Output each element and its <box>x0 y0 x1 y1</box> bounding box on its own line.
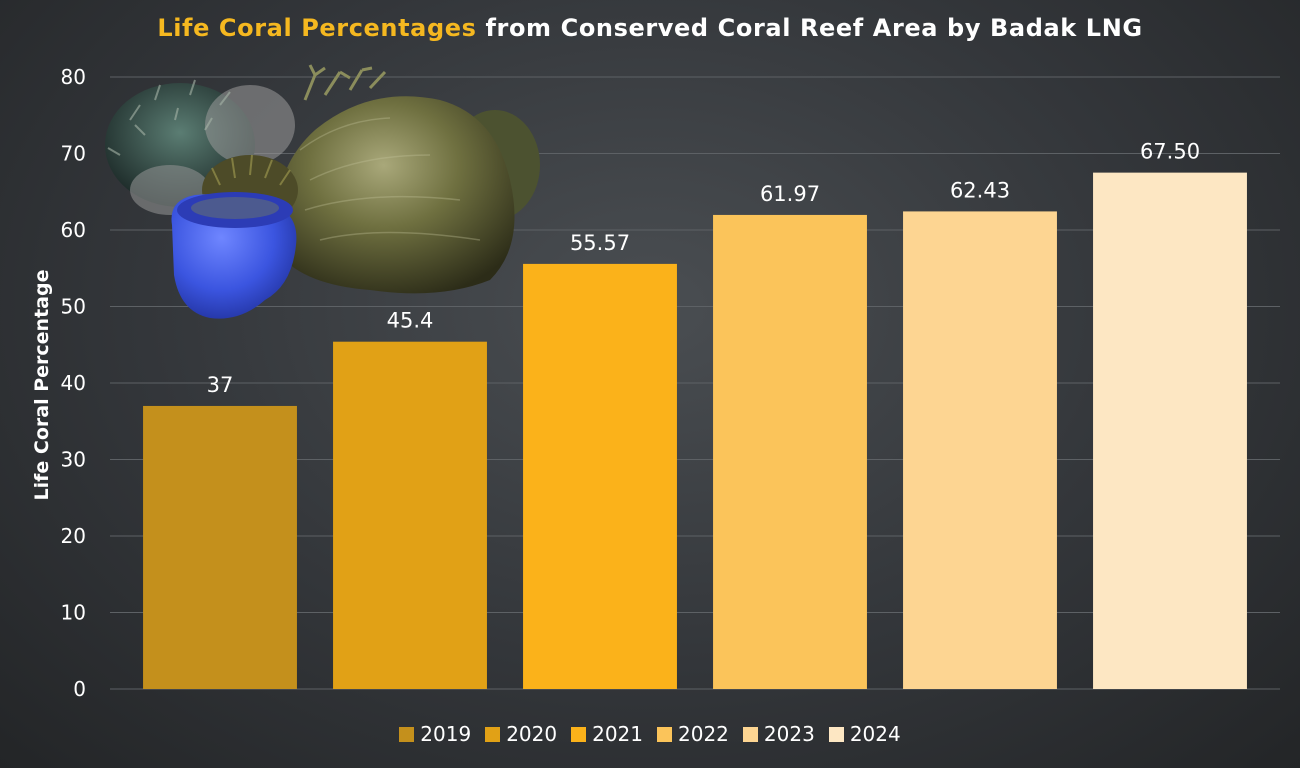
staghorn-coral <box>303 64 387 101</box>
brain-coral <box>276 96 540 294</box>
legend: 2019 2020 2021 2022 2023 2024 <box>0 722 1300 746</box>
chart-title-highlight: Life Coral Percentages <box>157 14 477 42</box>
data-label-2023: 62.43 <box>950 178 1010 202</box>
legend-label: 2020 <box>506 722 558 746</box>
legend-label: 2019 <box>420 722 472 746</box>
bar-2024 <box>1093 172 1247 689</box>
bar-2020 <box>333 341 487 689</box>
legend-swatch <box>657 726 672 742</box>
legend-item-2020: 2020 <box>485 722 557 746</box>
legend-swatch <box>399 726 415 742</box>
bar-2021 <box>523 263 677 689</box>
data-label-2020: 45.4 <box>387 309 434 333</box>
y-tick-label: 40 <box>61 371 86 395</box>
bars <box>143 172 1247 689</box>
coral-illustration <box>105 64 540 319</box>
legend-item-2019: 2019 <box>399 722 471 746</box>
legend-label: 2022 <box>678 722 729 746</box>
legend-swatch <box>485 726 501 742</box>
legend-item-2021: 2021 <box>571 722 643 746</box>
legend-label: 2021 <box>592 722 643 746</box>
y-tick-label: 80 <box>61 65 86 89</box>
legend-label: 2024 <box>849 722 901 746</box>
blue-cup-coral <box>171 192 297 319</box>
y-axis-ticks: 0 10 20 30 40 50 60 70 80 <box>61 65 86 701</box>
y-tick-label: 0 <box>73 677 86 701</box>
legend-swatch <box>828 726 844 742</box>
legend-item-2024: 2024 <box>828 722 901 746</box>
data-labels: 37 45.4 55.57 61.97 62.43 67.50 <box>207 140 1200 397</box>
y-tick-label: 10 <box>61 601 86 625</box>
chart-title-rest: from Conserved Coral Reef Area by Badak … <box>476 14 1143 42</box>
y-tick-label: 70 <box>61 142 86 166</box>
legend-item-2023: 2023 <box>742 722 815 746</box>
legend-label: 2023 <box>763 722 815 746</box>
data-label-2022: 61.97 <box>760 182 820 206</box>
data-label-2024: 67.50 <box>1140 140 1200 164</box>
y-tick-label: 50 <box>61 295 86 319</box>
chart-title: Life Coral Percentages from Conserved Co… <box>0 14 1300 42</box>
data-label-2019: 37 <box>207 373 234 397</box>
bar-2023 <box>903 211 1057 689</box>
bar-2019 <box>143 405 297 689</box>
y-axis-label: Life Coral Percentage <box>31 269 53 501</box>
bar-2022 <box>713 214 867 689</box>
legend-swatch <box>571 726 587 742</box>
y-tick-label: 20 <box>61 524 86 548</box>
data-label-2021: 55.57 <box>570 231 630 255</box>
legend-item-2022: 2022 <box>657 722 729 746</box>
y-tick-label: 30 <box>61 448 86 472</box>
y-tick-label: 60 <box>61 218 86 242</box>
legend-swatch <box>742 726 758 742</box>
